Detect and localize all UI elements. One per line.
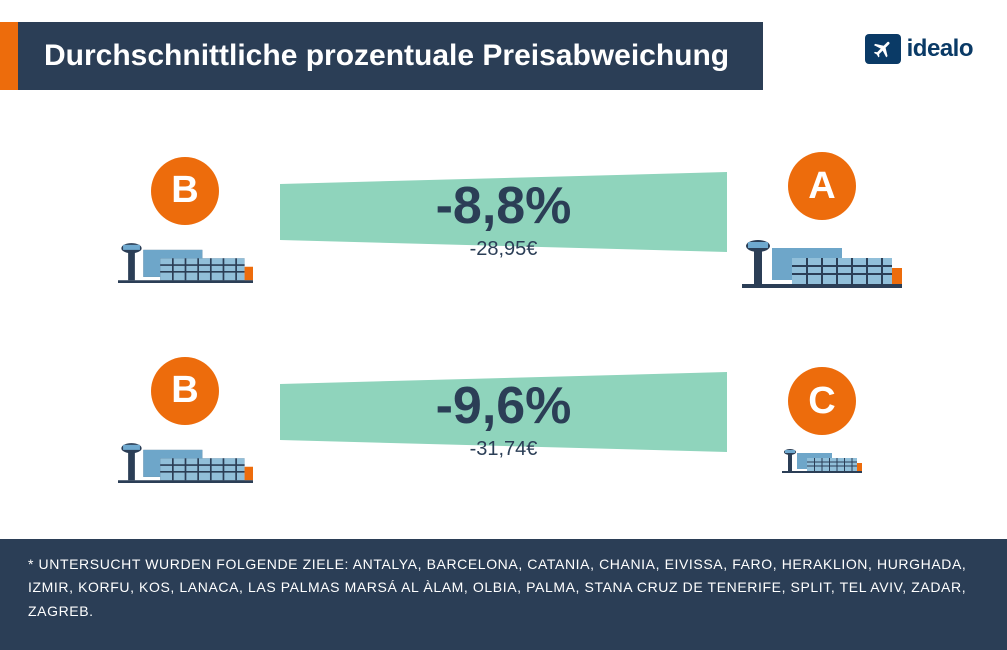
- airport-icon: [118, 433, 253, 484]
- plane-icon: [865, 34, 901, 64]
- comparison-area: B -8,8% -28,95€ A: [0, 140, 1007, 540]
- airport-badge: B: [151, 357, 219, 425]
- airport-icon: [118, 233, 253, 284]
- airport-badge: C: [788, 367, 856, 435]
- airport-icon: [742, 228, 902, 288]
- endpoint-left: B: [90, 157, 280, 284]
- comparison-row: B -9,6% -31,74€ C: [90, 340, 917, 500]
- airport-icon: [782, 443, 862, 473]
- title-accent: [0, 22, 18, 90]
- footnote: * UNTERSUCHT WURDEN FOLGENDE ZIELE: ANTA…: [0, 539, 1007, 650]
- endpoint-left: B: [90, 357, 280, 484]
- absolute-value: -31,74€: [470, 438, 538, 461]
- page-title: Durchschnittliche prozentuale Preisabwei…: [18, 22, 763, 90]
- airport-badge: A: [788, 152, 856, 220]
- comparison-value: -9,6% -31,74€: [280, 340, 727, 500]
- title-bar: Durchschnittliche prozentuale Preisabwei…: [0, 22, 763, 90]
- comparison-value: -8,8% -28,95€: [280, 140, 727, 300]
- brand-name: idealo: [907, 35, 973, 63]
- comparison-row: B -8,8% -28,95€ A: [90, 140, 917, 300]
- endpoint-right: A: [727, 152, 917, 288]
- endpoint-right: C: [727, 367, 917, 473]
- percent-value: -9,6%: [436, 380, 572, 432]
- absolute-value: -28,95€: [470, 238, 538, 261]
- airport-badge: B: [151, 157, 219, 225]
- brand-logo: idealo: [865, 34, 973, 64]
- percent-value: -8,8%: [436, 180, 572, 232]
